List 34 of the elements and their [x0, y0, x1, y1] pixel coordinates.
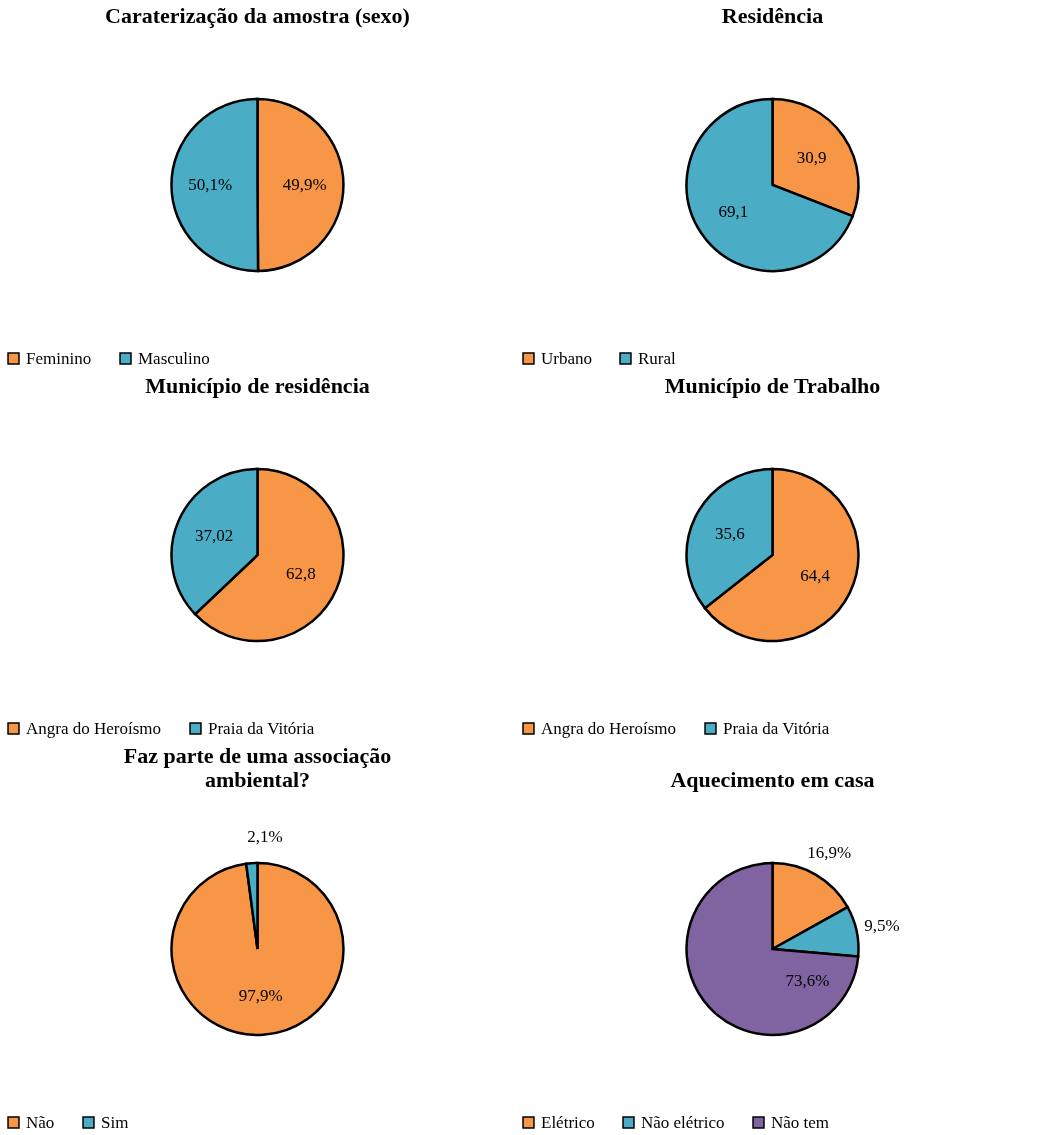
pie-slice [170, 861, 345, 1037]
chart-title: Caraterização da amostra (sexo) [105, 3, 410, 28]
legend-label: Não tem [771, 1112, 830, 1132]
data-label: 62,8 [286, 563, 316, 583]
legend-label: Praia da Vitória [723, 718, 830, 738]
legend-label: Elétrico [541, 1112, 595, 1132]
legend-label: Não [26, 1112, 55, 1132]
legend-label: Feminino [26, 348, 92, 368]
legend-label: Sim [101, 1112, 129, 1132]
legend-label: Angra do Heroísmo [26, 718, 162, 738]
data-label: 64,4 [800, 565, 831, 585]
chart-title: Faz parte de uma associação ambiental? [123, 743, 392, 792]
data-label: 9,5% [864, 915, 900, 935]
data-label: 50,1% [188, 175, 233, 195]
data-label: 49,9% [282, 174, 327, 194]
chart-title: Aquecimento em casa [670, 767, 875, 792]
data-label: 69,1 [718, 201, 749, 221]
chart-title: Residência [721, 3, 824, 28]
data-label: 35,6 [715, 524, 745, 544]
pie-slice [685, 861, 860, 1037]
data-label: 16,9% [807, 842, 852, 862]
legend-label: Rural [638, 348, 677, 368]
legend-label: Não elétrico [641, 1112, 725, 1132]
chart-title: Município de Trabalho [664, 373, 881, 398]
legend-label: Angra do Heroísmo [541, 718, 677, 738]
data-label: 30,9 [796, 148, 827, 168]
legend-label: Praia da Vitória [208, 718, 315, 738]
data-label: 97,9% [238, 986, 283, 1006]
legend-label: Urbano [541, 348, 592, 368]
data-label: 2,1% [247, 827, 283, 847]
data-label: 73,6% [785, 970, 830, 990]
chart-title: Município de residência [145, 373, 370, 398]
data-label: 37,02 [194, 526, 234, 546]
legend-label: Masculino [138, 348, 210, 368]
